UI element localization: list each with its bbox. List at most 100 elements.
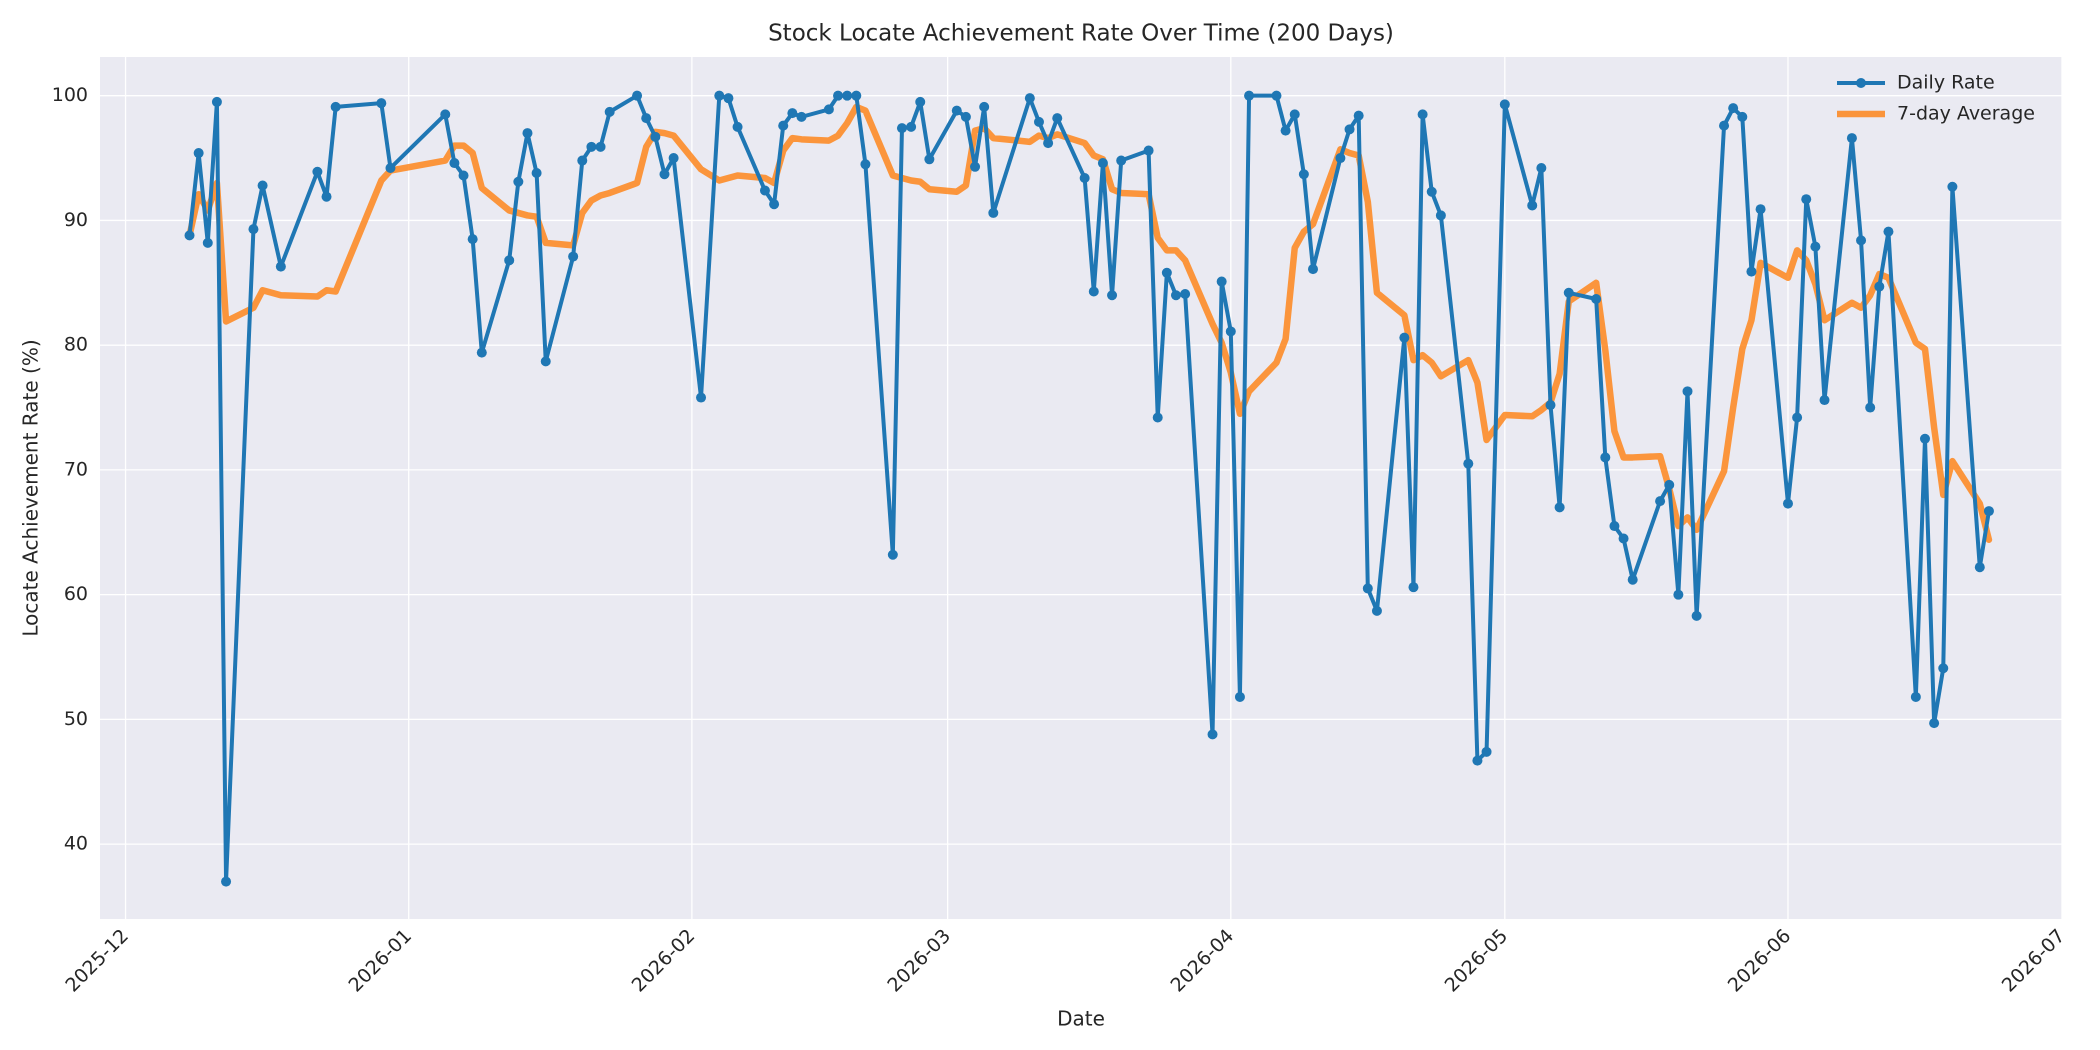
data-point	[1554, 502, 1565, 513]
data-point	[1545, 400, 1556, 411]
data-point	[1152, 412, 1163, 423]
data-point	[1097, 158, 1108, 169]
data-point	[1919, 433, 1930, 444]
legend-marker	[1856, 78, 1866, 88]
data-point	[1344, 124, 1355, 135]
data-point	[1563, 287, 1574, 298]
data-point	[915, 96, 926, 107]
y-tick-label: 100	[52, 84, 88, 106]
y-tick-label: 60	[64, 583, 88, 605]
data-point	[202, 237, 213, 248]
data-point	[531, 168, 542, 179]
data-point	[1627, 574, 1638, 585]
data-point	[1499, 99, 1510, 110]
data-point	[275, 261, 286, 272]
data-point	[650, 131, 661, 142]
data-point	[1043, 138, 1054, 149]
x-axis-label: Date	[1057, 1007, 1105, 1031]
data-point	[823, 104, 834, 115]
data-point	[1691, 610, 1702, 621]
data-point	[193, 148, 204, 159]
data-point	[924, 154, 935, 165]
data-point	[1682, 386, 1693, 397]
data-point	[1746, 266, 1757, 277]
data-point	[1271, 90, 1282, 101]
data-point	[211, 96, 222, 107]
data-point	[1792, 412, 1803, 423]
data-point	[896, 123, 907, 134]
data-point	[1801, 194, 1812, 205]
legend-label: Daily Rate	[1897, 72, 1995, 94]
data-point	[330, 101, 341, 112]
data-point	[696, 392, 707, 403]
data-point	[1865, 402, 1876, 413]
data-point	[1481, 746, 1492, 757]
data-point	[1463, 458, 1474, 469]
data-point	[385, 163, 396, 174]
x-tick-label: 2026-05	[1441, 925, 1513, 997]
data-point	[1974, 562, 1985, 573]
data-point	[504, 255, 515, 266]
data-point	[906, 121, 917, 132]
data-point	[1983, 506, 1994, 517]
data-point	[1244, 90, 1255, 101]
data-point	[467, 234, 478, 245]
series-line	[187, 93, 1991, 884]
data-point	[970, 161, 981, 172]
data-point	[1371, 605, 1382, 616]
data-point	[1435, 210, 1446, 221]
data-point	[1362, 583, 1373, 594]
data-point	[1143, 145, 1154, 156]
data-point	[787, 108, 798, 119]
data-point	[1527, 200, 1538, 211]
legend-label: 7-day Average	[1897, 103, 2035, 125]
data-point	[1024, 93, 1035, 104]
x-tick-label: 2025-12	[61, 925, 133, 997]
x-tick-label: 2026-07	[1998, 925, 2070, 997]
data-point	[221, 876, 232, 887]
data-point	[1755, 204, 1766, 215]
data-point	[476, 347, 487, 358]
x-tick-label: 2026-04	[1167, 925, 1239, 997]
data-point	[458, 170, 469, 181]
data-point	[842, 90, 853, 101]
data-point	[1874, 281, 1885, 292]
data-point	[577, 155, 588, 166]
data-point	[1298, 169, 1309, 180]
data-point	[851, 90, 862, 101]
data-point	[257, 180, 268, 191]
data-point	[1846, 133, 1857, 144]
data-point	[1225, 326, 1236, 337]
data-point	[732, 121, 743, 132]
data-point	[1426, 186, 1437, 197]
data-point	[778, 120, 789, 131]
data-point	[1289, 109, 1300, 120]
data-point	[769, 199, 780, 210]
data-point	[1856, 235, 1867, 246]
data-point	[586, 141, 597, 152]
data-point	[1088, 286, 1099, 297]
data-point	[1207, 729, 1218, 740]
data-point	[248, 224, 259, 235]
data-point	[979, 101, 990, 112]
x-tick-label: 2026-01	[344, 925, 416, 997]
data-point	[723, 93, 734, 104]
plot-background	[100, 57, 2062, 919]
x-tick-label: 2026-06	[1724, 925, 1796, 997]
data-point	[1938, 663, 1949, 674]
data-point	[1116, 155, 1127, 166]
data-point	[641, 113, 652, 124]
data-point	[522, 128, 533, 139]
data-point	[1472, 755, 1483, 766]
data-point	[1910, 691, 1921, 702]
data-point	[1280, 125, 1291, 136]
data-point	[604, 106, 615, 117]
data-point	[312, 166, 323, 177]
data-point	[1719, 120, 1730, 131]
data-point	[1883, 226, 1894, 237]
data-point	[1079, 173, 1090, 184]
data-point	[513, 176, 524, 187]
data-point	[321, 191, 332, 202]
